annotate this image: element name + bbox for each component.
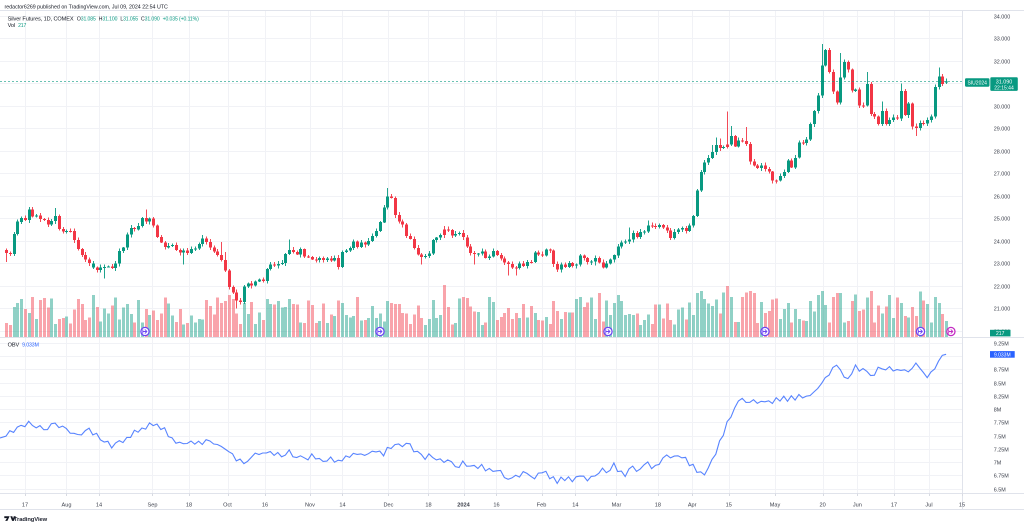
svg-text:Aug: Aug xyxy=(62,503,72,509)
svg-text:20: 20 xyxy=(819,503,825,509)
svg-text:redactor6269 published on Trad: redactor6269 published on TradingView.co… xyxy=(5,5,169,11)
svg-text:Dec: Dec xyxy=(384,503,394,509)
svg-text:28.000: 28.000 xyxy=(994,150,1011,156)
svg-text:25.000: 25.000 xyxy=(994,217,1011,223)
svg-text:217: 217 xyxy=(996,331,1005,337)
svg-text:9.033M: 9.033M xyxy=(994,352,1011,358)
svg-text:Nov: Nov xyxy=(305,503,315,509)
svg-text:7.25M: 7.25M xyxy=(994,448,1009,454)
svg-text:7.75M: 7.75M xyxy=(994,421,1009,427)
svg-text:29.000: 29.000 xyxy=(994,127,1011,133)
svg-text:18: 18 xyxy=(425,503,431,509)
svg-text:SIU2024: SIU2024 xyxy=(967,81,987,87)
svg-text:15: 15 xyxy=(726,503,732,509)
svg-text:27.000: 27.000 xyxy=(994,172,1011,178)
svg-text:Mar: Mar xyxy=(612,503,622,509)
svg-text:23.000: 23.000 xyxy=(994,262,1011,268)
svg-text:18: 18 xyxy=(186,503,192,509)
svg-text:Jul: Jul xyxy=(925,503,932,509)
svg-text:Feb: Feb xyxy=(537,503,547,509)
svg-text:6.5M: 6.5M xyxy=(994,488,1006,494)
svg-text:24.000: 24.000 xyxy=(994,240,1011,246)
svg-text:34.000: 34.000 xyxy=(994,15,1011,21)
svg-text:Sep: Sep xyxy=(148,503,158,509)
svg-text:17: 17 xyxy=(891,503,897,509)
svg-text:26.000: 26.000 xyxy=(994,195,1011,201)
svg-text:30.000: 30.000 xyxy=(994,105,1011,111)
svg-text:9.25M: 9.25M xyxy=(994,342,1009,348)
svg-text:21.000: 21.000 xyxy=(994,307,1011,313)
svg-text:TradingView: TradingView xyxy=(14,517,48,523)
svg-text:16: 16 xyxy=(493,503,499,509)
svg-text:8.5M: 8.5M xyxy=(994,382,1006,388)
svg-text:15: 15 xyxy=(959,503,965,509)
svg-text:Jun: Jun xyxy=(853,503,862,509)
svg-text:22:15:44: 22:15:44 xyxy=(994,86,1014,92)
svg-text:6.75M: 6.75M xyxy=(994,474,1009,480)
svg-text:32.000: 32.000 xyxy=(994,60,1011,66)
svg-text:7.5M: 7.5M xyxy=(994,435,1006,441)
svg-text:7M: 7M xyxy=(994,461,1002,467)
svg-text:33.000: 33.000 xyxy=(994,37,1011,43)
svg-text:31.090: 31.090 xyxy=(996,80,1013,86)
svg-text:Apr: Apr xyxy=(688,503,697,509)
svg-text:8M: 8M xyxy=(994,408,1002,414)
svg-text:14: 14 xyxy=(96,503,102,509)
svg-text:8.25M: 8.25M xyxy=(994,395,1009,401)
svg-text:2024: 2024 xyxy=(457,503,470,509)
svg-text:22.000: 22.000 xyxy=(994,285,1011,291)
svg-text:14: 14 xyxy=(572,503,578,509)
svg-text:18: 18 xyxy=(655,503,661,509)
svg-text:17: 17 xyxy=(22,503,28,509)
svg-text:16: 16 xyxy=(262,503,268,509)
svg-text:Oct: Oct xyxy=(223,503,232,509)
svg-text:14: 14 xyxy=(339,503,345,509)
svg-text:May: May xyxy=(770,503,781,509)
svg-text:8.75M: 8.75M xyxy=(994,368,1009,374)
